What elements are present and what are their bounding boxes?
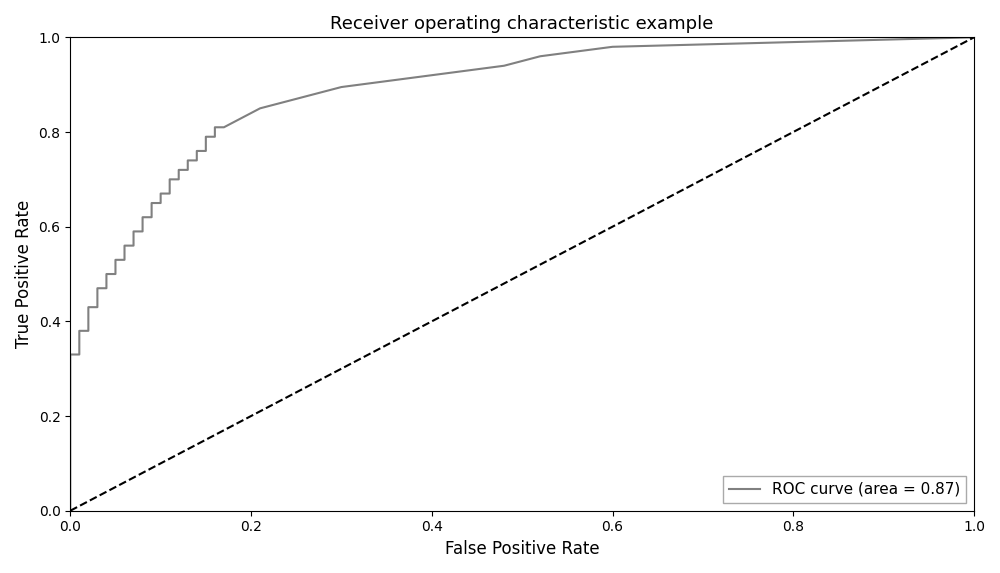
ROC curve (area = 0.87) — [968, 34, 980, 41]
ROC curve (area = 0.87) — [281, 98, 293, 105]
ROC curve (area = 0.87) — [100, 285, 112, 292]
ROC curve (area = 0.87) — [182, 166, 194, 173]
ROC curve (area = 0.87) — [272, 100, 284, 107]
X-axis label: False Positive Rate: False Positive Rate — [445, 540, 599, 558]
Line: ROC curve (area = 0.87): ROC curve (area = 0.87) — [70, 37, 974, 511]
ROC curve (area = 0.87) — [64, 507, 76, 514]
Legend: ROC curve (area = 0.87): ROC curve (area = 0.87) — [723, 476, 966, 503]
ROC curve (area = 0.87) — [227, 119, 239, 126]
ROC curve (area = 0.87) — [200, 134, 212, 140]
Y-axis label: True Positive Rate: True Positive Rate — [15, 200, 33, 348]
Title: Receiver operating characteristic example: Receiver operating characteristic exampl… — [330, 15, 714, 33]
